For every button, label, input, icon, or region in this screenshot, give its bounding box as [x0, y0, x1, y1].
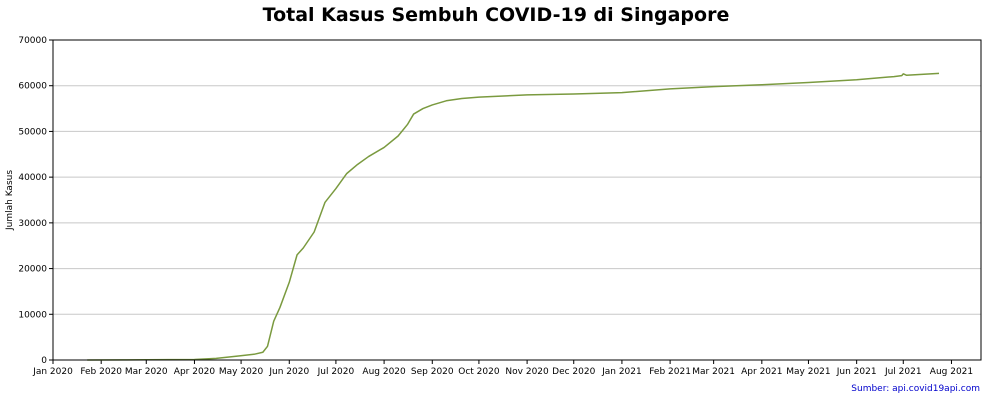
grid-layer — [53, 39, 981, 361]
plot-frame — [52, 39, 982, 361]
y-tick-label: 30000 — [18, 219, 47, 229]
x-tick-label: Feb 2020 — [80, 367, 122, 377]
x-tick-label: May 2020 — [219, 367, 264, 377]
x-tick-label: Oct 2020 — [458, 367, 500, 377]
x-tick-label: Nov 2020 — [505, 367, 549, 377]
x-tick-label: Jan 2020 — [32, 367, 73, 377]
source-note: Sumber: api.covid19api.com — [851, 384, 980, 394]
y-tick-label: 70000 — [18, 36, 47, 46]
x-axis: Jan 2020 Feb 2020 Mar 2020 Apr 2020 May 2020… — [32, 360, 973, 377]
x-tick-label: Apr 2020 — [174, 367, 216, 377]
y-tick-label: 0 — [41, 356, 47, 366]
x-tick-label: May 2021 — [786, 367, 830, 377]
x-tick-label: Aug 2021 — [930, 367, 973, 377]
x-tick-label: Jul 2021 — [884, 367, 922, 377]
chart-title: Total Kasus Sembuh COVID-19 di Singapore — [262, 4, 730, 26]
series-line — [87, 72, 940, 361]
x-tick-label: Jan 2021 — [601, 367, 642, 377]
x-tick-label: Aug 2020 — [362, 367, 406, 377]
x-tick-label: Dec 2020 — [552, 367, 595, 377]
x-tick-label: Feb 2021 — [649, 367, 691, 377]
y-tick-label: 10000 — [18, 310, 47, 320]
x-tick-label: Jun 2021 — [836, 367, 877, 377]
y-tick-label: 50000 — [18, 127, 47, 137]
y-tick-label: 60000 — [18, 82, 47, 92]
x-tick-label: Mar 2020 — [125, 367, 168, 377]
x-tick-label: Mar 2021 — [692, 367, 735, 377]
x-tick-label: Jul 2020 — [317, 367, 355, 377]
x-tick-label: Sep 2020 — [411, 367, 454, 377]
y-axis-label: Jumlah Kasus — [5, 170, 15, 231]
x-tick-label: Apr 2021 — [741, 367, 782, 377]
y-axis: 0 10000 20000 30000 40000 50000 60000 70000 — [18, 36, 53, 366]
x-tick-label: Jun 2020 — [268, 367, 309, 377]
y-tick-label: 40000 — [18, 173, 47, 183]
y-tick-label: 20000 — [18, 265, 47, 275]
